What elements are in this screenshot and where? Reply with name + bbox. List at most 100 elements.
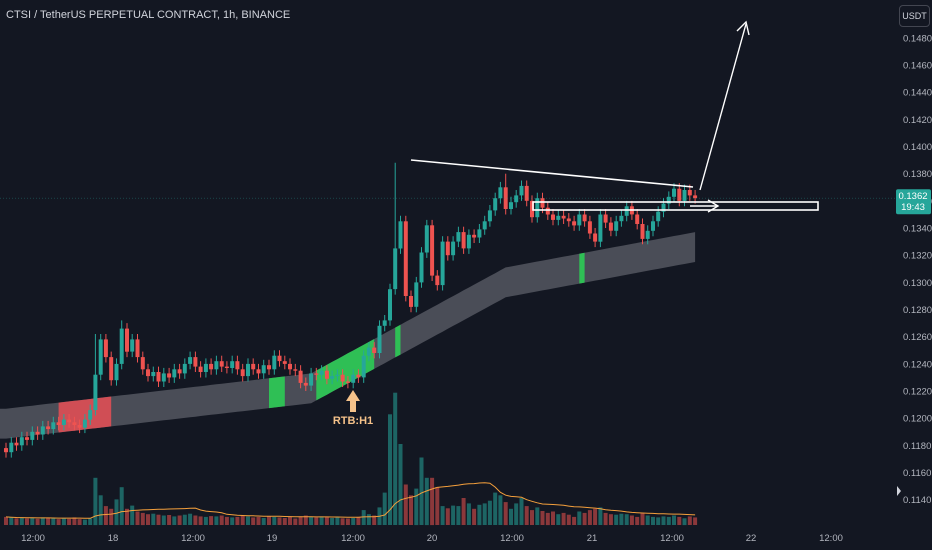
volume-bar [566, 514, 571, 525]
candle-body [103, 339, 108, 358]
candle-body [298, 370, 303, 383]
volume-bar [77, 519, 82, 525]
descending-trendline [410, 159, 694, 188]
volume-bar [524, 506, 529, 525]
volume-bar [330, 518, 335, 525]
volume-bar [556, 514, 561, 525]
candle-body [640, 224, 645, 239]
x-tick-label: 12:00 [341, 533, 365, 544]
volume-bar [466, 503, 471, 525]
price-tag-box [896, 189, 931, 215]
breakout-arrowhead [736, 20, 750, 36]
volume-bar [177, 515, 182, 525]
candle-body [224, 366, 229, 368]
volume-bar [603, 512, 608, 526]
volume-bar [656, 517, 661, 525]
y-tick-label: 0.1460 [903, 61, 932, 72]
x-tick-label: 20 [427, 533, 438, 544]
candle-body [566, 218, 571, 222]
candle-body [366, 347, 371, 356]
price-axis: 0.1480 0.1460 0.1440 0.1420 0.1400 0.1380 0.13… [897, 33, 932, 506]
candle-body [656, 211, 661, 222]
candle-body [240, 369, 245, 377]
volume-bar [509, 508, 513, 525]
volume-bar [687, 516, 692, 525]
volume-bar [456, 506, 461, 525]
volume-bar [82, 519, 87, 525]
volume-bar [188, 513, 193, 525]
candle-body [377, 325, 382, 353]
volume-bar [130, 505, 135, 525]
candle-body [524, 185, 529, 201]
volume-bar [114, 499, 119, 526]
volume-bar [146, 514, 150, 525]
volume-moving-average [5, 482, 696, 519]
candle-body [372, 347, 377, 353]
ema-band [0, 232, 696, 439]
candle-body [235, 361, 240, 370]
price-tag-countdown: 19:43 [901, 202, 925, 213]
candle-body [214, 361, 219, 370]
volume-bar [419, 457, 424, 525]
candle-body [561, 215, 566, 219]
candle-body [477, 229, 482, 238]
candle-body [256, 369, 261, 374]
y-tick-label: 0.1160 [903, 468, 931, 479]
candle-body [77, 425, 82, 428]
volume-bar [351, 518, 356, 525]
volume-bar [661, 516, 666, 525]
candle-body [125, 328, 129, 352]
volume-bar [535, 507, 540, 525]
volume-bar [519, 498, 524, 525]
x-tick-label: 12:00 [181, 533, 205, 544]
volume-bar [125, 508, 129, 525]
candle-body [403, 221, 408, 296]
volume-bar [577, 511, 582, 525]
volume-bar [614, 514, 619, 525]
candle-body [503, 187, 508, 209]
volume-bar [393, 392, 398, 525]
candle-body [119, 328, 124, 364]
candle-body [619, 215, 624, 222]
candle-body [14, 442, 19, 446]
candle-body [466, 234, 471, 249]
x-tick-label: 12:00 [819, 533, 843, 544]
candle-body [114, 363, 119, 381]
volume-ma-line [5, 482, 696, 519]
rtb-label: RTB:H1 [333, 415, 373, 427]
x-tick-label: 12:00 [21, 533, 45, 544]
volume-bar [98, 495, 103, 525]
candle-body [46, 426, 51, 430]
volume-bar [435, 487, 440, 525]
candle-body [177, 369, 182, 374]
y-tick-label: 0.1260 [903, 332, 932, 343]
candle-body [314, 373, 319, 375]
volume-bar [40, 517, 45, 525]
candle-body [246, 363, 250, 377]
volume-bar [430, 477, 435, 526]
volume-bar [67, 518, 72, 525]
candle-body [635, 214, 640, 224]
candle-body [345, 381, 350, 383]
candle-body [414, 282, 419, 307]
y-tick-label: 0.1440 [903, 88, 932, 99]
volume-bar [503, 502, 508, 526]
volume-bar [151, 513, 156, 525]
y-tick-label: 0.1180 [903, 441, 931, 452]
volume-bar [540, 511, 545, 525]
volume-bar [587, 510, 592, 525]
candle-body [440, 241, 445, 286]
candle-body [672, 188, 676, 197]
volume-bar [345, 518, 350, 525]
candle-body [56, 422, 61, 425]
volume-bar [677, 516, 682, 525]
price-tag-value: 0.1362 [898, 191, 927, 202]
trendline-drawings [410, 20, 819, 213]
volume-bar [35, 518, 40, 525]
candle-body [530, 200, 534, 218]
currency-button[interactable]: USDT [899, 5, 930, 27]
candle-body [156, 372, 161, 382]
candle-body [535, 198, 540, 218]
candle-body [303, 382, 308, 386]
